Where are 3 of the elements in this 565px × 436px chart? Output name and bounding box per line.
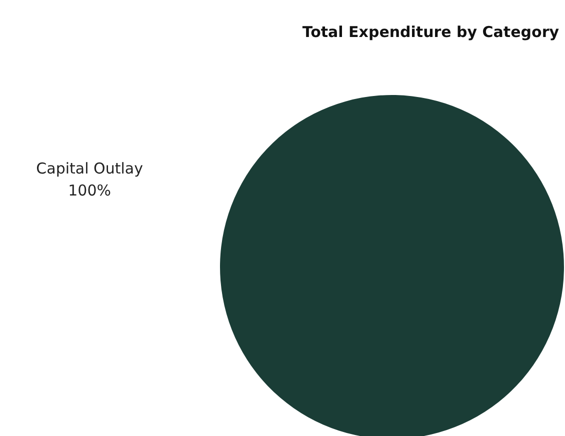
data-label: 100% bbox=[68, 182, 112, 200]
slice-label: Capital Outlay bbox=[36, 160, 144, 178]
chart-title: Total Expenditure by Category bbox=[302, 23, 560, 41]
